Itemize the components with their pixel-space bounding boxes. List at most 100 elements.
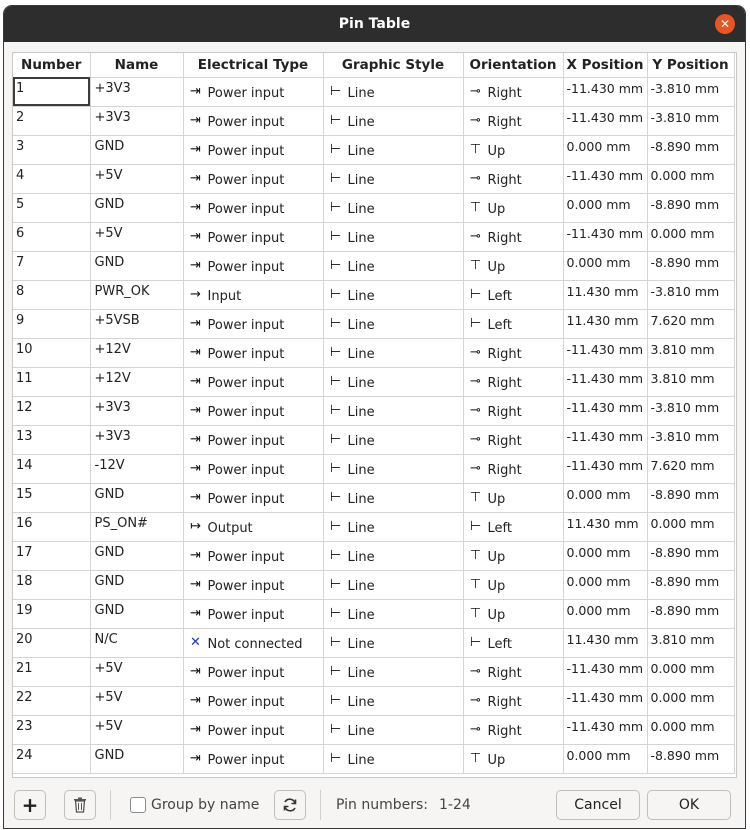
cell-orientation[interactable]: ⊸ Right (463, 425, 564, 455)
cell-number[interactable]: 23 (13, 715, 91, 745)
cell-number[interactable]: 13 (13, 425, 91, 455)
table-row[interactable]: 10 +12V ⇥ Power input ⊢ Line ⊸ Right -11.430 mm 3… (13, 338, 735, 368)
table-row[interactable]: 4 +5V ⇥ Power input ⊢ Line ⊸ Right -11.430 mm 0.0… (13, 164, 735, 194)
cell-graphic-style[interactable]: ⊢ Line (323, 744, 464, 774)
cell-graphic-style[interactable]: ⊢ Line (323, 512, 464, 542)
cell-graphic-style[interactable]: ⊢ Line (323, 396, 464, 426)
col-header-graphic-style[interactable]: Graphic Style (323, 53, 464, 78)
cell-y-position[interactable]: -3.810 mm (647, 77, 735, 107)
table-row[interactable]: 9 +5VSB ⇥ Power input ⊢ Line ⊢ Left 11.430 mm 7.6… (13, 309, 735, 339)
cell-x-position[interactable]: -11.430 mm (563, 396, 648, 426)
col-header-y-position[interactable]: Y Position (647, 53, 735, 78)
cell-electrical-type[interactable]: ⇥ Power input (183, 367, 324, 397)
table-row[interactable]: 3 GND ⇥ Power input ⊢ Line ⊤ Up 0.000 mm -8.890 m… (13, 135, 735, 165)
cell-x-position[interactable]: -11.430 mm (563, 657, 648, 687)
cell-name[interactable]: +5V (90, 657, 184, 687)
cell-name[interactable]: GND (90, 599, 184, 629)
cell-orientation[interactable]: ⊸ Right (463, 454, 564, 484)
cell-y-position[interactable]: -8.890 mm (647, 483, 735, 513)
cell-y-position[interactable]: 0.000 mm (647, 222, 735, 252)
cell-y-position[interactable]: -3.810 mm (647, 425, 735, 455)
cell-electrical-type[interactable]: ⇥ Power input (183, 164, 324, 194)
cell-graphic-style[interactable]: ⊢ Line (323, 164, 464, 194)
cell-number[interactable]: 6 (13, 222, 91, 252)
cell-name[interactable]: +3V3 (90, 77, 184, 107)
cell-graphic-style[interactable]: ⊢ Line (323, 570, 464, 600)
cell-y-position[interactable]: -8.890 mm (647, 193, 735, 223)
cell-y-position[interactable]: 3.810 mm (647, 628, 735, 658)
cell-orientation[interactable]: ⊸ Right (463, 106, 564, 136)
table-row[interactable]: 7 GND ⇥ Power input ⊢ Line ⊤ Up 0.000 mm -8.890 m… (13, 251, 735, 281)
cell-x-position[interactable]: 11.430 mm (563, 309, 648, 339)
cell-x-position[interactable]: -11.430 mm (563, 454, 648, 484)
cell-number[interactable]: 24 (13, 744, 91, 774)
table-row[interactable]: 23 +5V ⇥ Power input ⊢ Line ⊸ Right -11.430 mm 0.… (13, 715, 735, 745)
table-row[interactable]: 2 +3V3 ⇥ Power input ⊢ Line ⊸ Right -11.430 mm -3… (13, 106, 735, 136)
cell-number[interactable]: 15 (13, 483, 91, 513)
cell-orientation[interactable]: ⊢ Left (463, 512, 564, 542)
cell-x-position[interactable]: -11.430 mm (563, 164, 648, 194)
cell-name[interactable]: GND (90, 483, 184, 513)
table-row[interactable]: 19 GND ⇥ Power input ⊢ Line ⊤ Up 0.000 mm -8.890 … (13, 599, 735, 629)
cell-number[interactable]: 21 (13, 657, 91, 687)
cell-electrical-type[interactable]: ⇥ Power input (183, 715, 324, 745)
cell-orientation[interactable]: ⊤ Up (463, 744, 564, 774)
cell-graphic-style[interactable]: ⊢ Line (323, 280, 464, 310)
table-row[interactable]: 18 GND ⇥ Power input ⊢ Line ⊤ Up 0.000 mm -8.890 … (13, 570, 735, 600)
table-row[interactable]: 5 GND ⇥ Power input ⊢ Line ⊤ Up 0.000 mm -8.890 m… (13, 193, 735, 223)
cell-name[interactable]: PWR_OK (90, 280, 184, 310)
cell-name[interactable]: +5VSB (90, 309, 184, 339)
cell-name[interactable]: -12V (90, 454, 184, 484)
table-row[interactable]: 21 +5V ⇥ Power input ⊢ Line ⊸ Right -11.430 mm 0.… (13, 657, 735, 687)
cell-y-position[interactable]: 0.000 mm (647, 715, 735, 745)
cell-number[interactable]: 8 (13, 280, 91, 310)
cell-number[interactable]: 22 (13, 686, 91, 716)
cell-orientation[interactable]: ⊤ Up (463, 541, 564, 571)
cell-orientation[interactable]: ⊸ Right (463, 77, 564, 107)
cell-name[interactable]: GND (90, 193, 184, 223)
cell-name[interactable]: GND (90, 744, 184, 774)
cell-y-position[interactable]: -8.890 mm (647, 541, 735, 571)
cell-x-position[interactable]: -11.430 mm (563, 77, 648, 107)
cell-name[interactable]: PS_ON# (90, 512, 184, 542)
cell-number[interactable]: 16 (13, 512, 91, 542)
cell-y-position[interactable]: -3.810 mm (647, 280, 735, 310)
cell-name[interactable]: +5V (90, 164, 184, 194)
cell-y-position[interactable]: -3.810 mm (647, 106, 735, 136)
cell-number[interactable]: 11 (13, 367, 91, 397)
cell-graphic-style[interactable]: ⊢ Line (323, 193, 464, 223)
cell-graphic-style[interactable]: ⊢ Line (323, 686, 464, 716)
checkbox-box[interactable] (130, 797, 146, 813)
cell-electrical-type[interactable]: ⇥ Power input (183, 599, 324, 629)
cell-number[interactable]: 9 (13, 309, 91, 339)
refresh-button[interactable] (274, 790, 306, 820)
table-row[interactable]: 24 GND ⇥ Power input ⊢ Line ⊤ Up 0.000 mm -8.890 … (13, 744, 735, 774)
cell-number[interactable]: 17 (13, 541, 91, 571)
cell-electrical-type[interactable]: ⇥ Power input (183, 135, 324, 165)
cell-number[interactable]: 3 (13, 135, 91, 165)
cell-number[interactable]: 20 (13, 628, 91, 658)
cell-electrical-type[interactable]: ⇥ Power input (183, 570, 324, 600)
cell-number[interactable]: 12 (13, 396, 91, 426)
cell-graphic-style[interactable]: ⊢ Line (323, 657, 464, 687)
cell-number[interactable]: 19 (13, 599, 91, 629)
cell-name[interactable]: +3V3 (90, 396, 184, 426)
cell-name[interactable]: GND (90, 570, 184, 600)
cell-orientation[interactable]: ⊤ Up (463, 135, 564, 165)
cell-orientation[interactable]: ⊢ Left (463, 628, 564, 658)
cell-x-position[interactable]: 11.430 mm (563, 628, 648, 658)
cell-orientation[interactable]: ⊸ Right (463, 367, 564, 397)
cell-graphic-style[interactable]: ⊢ Line (323, 425, 464, 455)
cell-x-position[interactable]: 0.000 mm (563, 744, 648, 774)
cell-x-position[interactable]: 11.430 mm (563, 280, 648, 310)
cell-graphic-style[interactable]: ⊢ Line (323, 715, 464, 745)
col-header-name[interactable]: Name (90, 53, 184, 78)
cell-electrical-type[interactable]: ⇥ Power input (183, 77, 324, 107)
cell-y-position[interactable]: -8.890 mm (647, 251, 735, 281)
cell-name[interactable]: +5V (90, 222, 184, 252)
cell-electrical-type[interactable]: ⇥ Power input (183, 338, 324, 368)
cell-name[interactable]: GND (90, 251, 184, 281)
cell-orientation[interactable]: ⊸ Right (463, 222, 564, 252)
cell-x-position[interactable]: -11.430 mm (563, 715, 648, 745)
cell-electrical-type[interactable]: → Input (183, 280, 324, 310)
